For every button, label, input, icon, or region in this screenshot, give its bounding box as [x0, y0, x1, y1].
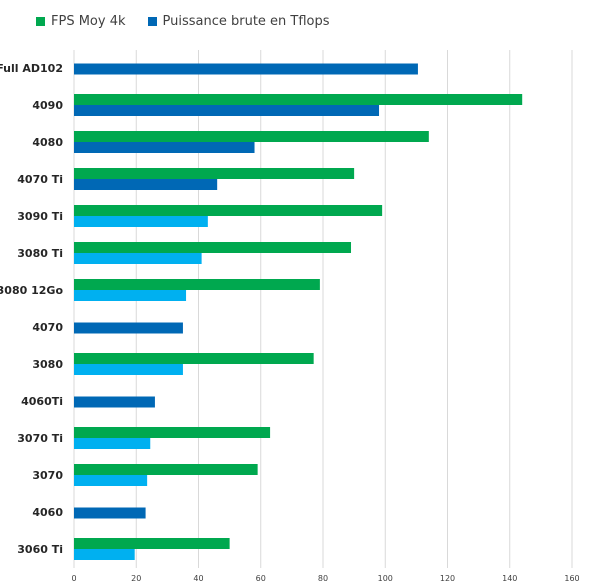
legend-swatch-tflops	[147, 17, 157, 26]
category-label: 4070 Ti	[17, 173, 63, 186]
x-tick-label: 0	[71, 574, 76, 583]
bar-fps	[74, 242, 352, 253]
bar-tflops	[74, 396, 155, 408]
bar-tflops	[74, 63, 418, 75]
category-label: 4080	[32, 136, 63, 149]
legend-item-fps: FPS Moy 4k	[36, 14, 126, 29]
bar-fps	[74, 353, 314, 364]
bar-fps	[74, 131, 429, 142]
bar-fps	[74, 205, 383, 216]
bar-tflops	[74, 364, 183, 375]
bar-fps	[74, 168, 355, 179]
bar-tflops	[74, 216, 208, 227]
bar-tflops	[74, 105, 380, 116]
legend: FPS Moy 4k Puissance brute en Tflops	[36, 14, 330, 29]
x-tick-label: 20	[131, 574, 141, 583]
x-tick-label: 100	[378, 574, 393, 583]
category-label: 3090 Ti	[17, 210, 63, 223]
category-label: 3080 12Go	[0, 284, 63, 297]
x-tick-label: 120	[440, 574, 455, 583]
category-label: 4070	[32, 321, 63, 334]
x-tick-label: 40	[193, 574, 203, 583]
legend-label-tflops: Puissance brute en Tflops	[162, 14, 330, 29]
bar-fps	[74, 279, 320, 290]
legend-label-fps: FPS Moy 4k	[51, 14, 126, 29]
x-tick-label: 80	[318, 574, 328, 583]
x-tick-label: 140	[502, 574, 517, 583]
category-label: 4060Ti	[21, 395, 63, 408]
legend-swatch-fps	[36, 17, 45, 26]
x-tick-label: 160	[564, 574, 579, 583]
bar-tflops	[74, 475, 148, 486]
bar-fps	[74, 427, 271, 438]
category-label: 3070	[32, 469, 63, 482]
category-label: Full AD102	[0, 62, 63, 75]
category-label: 4090	[32, 99, 63, 112]
bar-tflops	[74, 290, 187, 301]
x-tick-label: 60	[256, 574, 266, 583]
category-label: 3070 Ti	[17, 432, 63, 445]
category-label: 4060	[32, 506, 63, 519]
bar-tflops	[74, 253, 202, 264]
bar-fps	[74, 94, 523, 105]
bar-tflops	[74, 549, 135, 560]
bar-fps	[74, 464, 258, 475]
bar-tflops	[74, 507, 146, 519]
bar-tflops	[74, 179, 218, 190]
bar-tflops	[74, 142, 255, 153]
bar-fps	[74, 538, 230, 549]
legend-item-tflops: Puissance brute en Tflops	[147, 14, 330, 29]
bar-tflops	[74, 322, 183, 334]
category-label: 3060 Ti	[17, 543, 63, 556]
category-label: 3080	[32, 358, 63, 371]
bar-tflops	[74, 438, 151, 449]
category-label: 3080 Ti	[17, 247, 63, 260]
